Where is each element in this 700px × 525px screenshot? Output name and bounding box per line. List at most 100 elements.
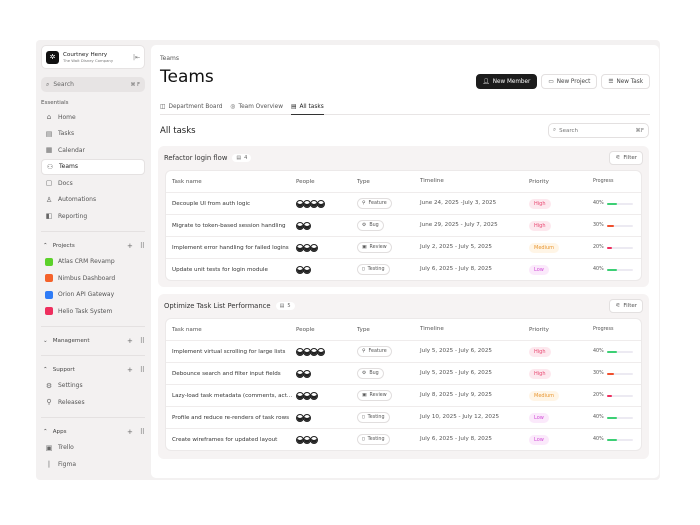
- drag-handle-icon[interactable]: ⠿: [139, 427, 145, 436]
- sidebar-item-reporting[interactable]: ◧ Reporting: [41, 208, 145, 225]
- type-badge: ▯ Testing: [357, 434, 390, 445]
- task-name[interactable]: Update unit tests for login module: [172, 266, 268, 273]
- projects-group-header[interactable]: ⌃ Projects + ⠿: [41, 238, 145, 254]
- people-avatars[interactable]: [296, 221, 357, 230]
- timeline: July 5, 2025 - July 6, 2025: [420, 348, 492, 354]
- type-label: Testing: [367, 267, 385, 272]
- tab-team-overview[interactable]: ◎ Team Overview: [230, 99, 283, 115]
- tab-all-tasks[interactable]: ▤ All tasks: [290, 99, 324, 115]
- sidebar-item-docs[interactable]: ▢ Docs: [41, 175, 145, 192]
- people-avatars[interactable]: [296, 199, 357, 208]
- column-header[interactable]: Progress: [593, 327, 614, 332]
- column-header[interactable]: Timeline: [420, 178, 444, 184]
- people-avatars[interactable]: [296, 243, 357, 252]
- sidebar-item-calendar[interactable]: ▦ Calendar: [41, 142, 145, 159]
- sidebar-project[interactable]: Orion API Gateway: [41, 287, 145, 304]
- apps-group-header[interactable]: ⌃ Apps + ⠿: [41, 424, 145, 440]
- add-icon[interactable]: +: [126, 427, 133, 436]
- sidebar-item-home[interactable]: ⌂ Home: [41, 109, 145, 126]
- people-avatars[interactable]: [296, 391, 357, 400]
- progress-bar: [606, 202, 633, 205]
- task-name[interactable]: Debounce search and filter input fields: [172, 370, 281, 377]
- docs-icon: ▢: [45, 179, 53, 188]
- task-name[interactable]: Implement error handling for failed logi…: [172, 244, 289, 251]
- filter-label: Filter: [623, 155, 637, 161]
- type-label: Testing: [367, 415, 385, 420]
- new-project-button[interactable]: ▭ New Project: [541, 74, 598, 89]
- column-header[interactable]: Task name: [172, 326, 202, 333]
- management-group-header[interactable]: ⌄ Management + ⠿: [41, 333, 145, 349]
- figma-icon: ❘: [46, 460, 52, 469]
- sidebar-item-tasks[interactable]: ▤ Tasks: [41, 126, 145, 143]
- progress-fill: [606, 268, 618, 271]
- column-header[interactable]: Priority: [529, 326, 549, 333]
- filter-button[interactable]: ⚟ Filter: [609, 151, 643, 165]
- add-icon[interactable]: +: [126, 241, 133, 250]
- progress-value: 40%: [593, 437, 604, 442]
- item-label: Tasks: [58, 130, 75, 138]
- drag-handle-icon[interactable]: ⠿: [139, 365, 145, 374]
- search-icon: ⌕: [46, 80, 50, 88]
- company-logo: ✲: [46, 50, 59, 64]
- column-header[interactable]: Task name: [172, 178, 202, 185]
- table-row[interactable]: Debounce search and filter input fields ⚙…: [166, 362, 641, 384]
- people-avatars[interactable]: [296, 413, 357, 422]
- task-name[interactable]: Migrate to token-based session handling: [172, 222, 286, 229]
- support-group-header[interactable]: ⌃ Support + ⠿: [41, 362, 145, 378]
- task-search-input[interactable]: ⌕ Search ⌘F: [548, 123, 649, 138]
- sidebar-project[interactable]: Nimbus Dashboard: [41, 270, 145, 287]
- add-icon[interactable]: +: [126, 336, 133, 345]
- task-name[interactable]: Create wireframes for updated layout: [172, 436, 278, 443]
- sidebar-item-automations[interactable]: ♙ Automations: [41, 192, 145, 209]
- table-row[interactable]: Implement error handling for failed logi…: [166, 236, 641, 258]
- timeline: July 8, 2025 - July 9, 2025: [420, 392, 492, 398]
- column-header[interactable]: Timeline: [420, 326, 444, 332]
- task-name[interactable]: Implement virtual scrolling for large li…: [172, 348, 286, 355]
- drag-handle-icon[interactable]: ⠿: [139, 336, 145, 345]
- table-row[interactable]: Lazy-load task metadata (comments, act..…: [166, 384, 641, 406]
- sidebar-item-trello[interactable]: ▣ Trello: [41, 440, 145, 457]
- task-name[interactable]: Decouple UI from auth logic: [172, 200, 251, 207]
- table-row[interactable]: Implement virtual scrolling for large li…: [166, 340, 641, 362]
- timeline: June 29, 2025 - July 7, 2025: [420, 222, 498, 228]
- people-avatars[interactable]: [296, 369, 357, 378]
- drag-handle-icon[interactable]: ⠿: [139, 241, 145, 250]
- table-row[interactable]: Migrate to token-based session handling ⚙…: [166, 214, 641, 236]
- column-header[interactable]: Progress: [593, 179, 614, 184]
- people-avatars[interactable]: [296, 347, 357, 356]
- new-task-button[interactable]: ☰ New Task: [601, 74, 650, 89]
- project-icon: [45, 307, 53, 316]
- sidebar-item-figma[interactable]: ❘ Figma: [41, 456, 145, 473]
- column-header[interactable]: People: [296, 178, 315, 185]
- table-row[interactable]: Update unit tests for login module ▯ Testi…: [166, 258, 641, 280]
- add-icon[interactable]: +: [126, 365, 133, 374]
- progress-fill: [606, 416, 618, 419]
- progress-fill: [606, 246, 612, 249]
- filter-button[interactable]: ⚟ Filter: [609, 299, 643, 313]
- people-avatars[interactable]: [296, 265, 357, 274]
- column-header[interactable]: People: [296, 326, 315, 333]
- column-header[interactable]: Type: [357, 178, 370, 185]
- people-avatars[interactable]: [296, 435, 357, 444]
- table-row[interactable]: Create wireframes for updated layout ▯ Tes…: [166, 428, 641, 450]
- account-switcher[interactable]: ✲ Courtney Henry The Walt Disney Company …: [41, 45, 145, 69]
- new-member-button[interactable]: 👤︎ New Member: [475, 74, 538, 89]
- sidebar-item-teams[interactable]: ⚇ Teams: [41, 158, 145, 175]
- timeline: July 2, 2025 - July 5, 2025: [420, 244, 492, 250]
- sidebar-project[interactable]: Helio Task System: [41, 303, 145, 320]
- tab-department-board[interactable]: ◫ Department Board: [160, 99, 222, 115]
- type-label: Bug: [369, 223, 379, 228]
- sidebar-search[interactable]: ⌕ Search ⌘ F: [41, 77, 145, 92]
- breadcrumb[interactable]: Teams: [160, 55, 179, 62]
- table-row[interactable]: Profile and reduce re-renders of task ro…: [166, 406, 641, 428]
- task-name[interactable]: Lazy-load task metadata (comments, act..…: [172, 392, 293, 399]
- task-name[interactable]: Profile and reduce re-renders of task ro…: [172, 414, 290, 421]
- column-header[interactable]: Priority: [529, 178, 549, 185]
- sidebar-item-releases[interactable]: ⚲ Releases: [41, 394, 145, 411]
- sidebar-project[interactable]: Atlas CRM Revamp: [41, 254, 145, 271]
- priority-badge: Medium: [529, 390, 559, 401]
- sidebar-item-settings[interactable]: ⚙ Settings: [41, 378, 145, 395]
- collapse-sidebar-icon[interactable]: |⇤: [132, 53, 140, 61]
- table-row[interactable]: Decouple UI from auth logic ⚲ Feature June …: [166, 192, 641, 214]
- column-header[interactable]: Type: [357, 326, 370, 333]
